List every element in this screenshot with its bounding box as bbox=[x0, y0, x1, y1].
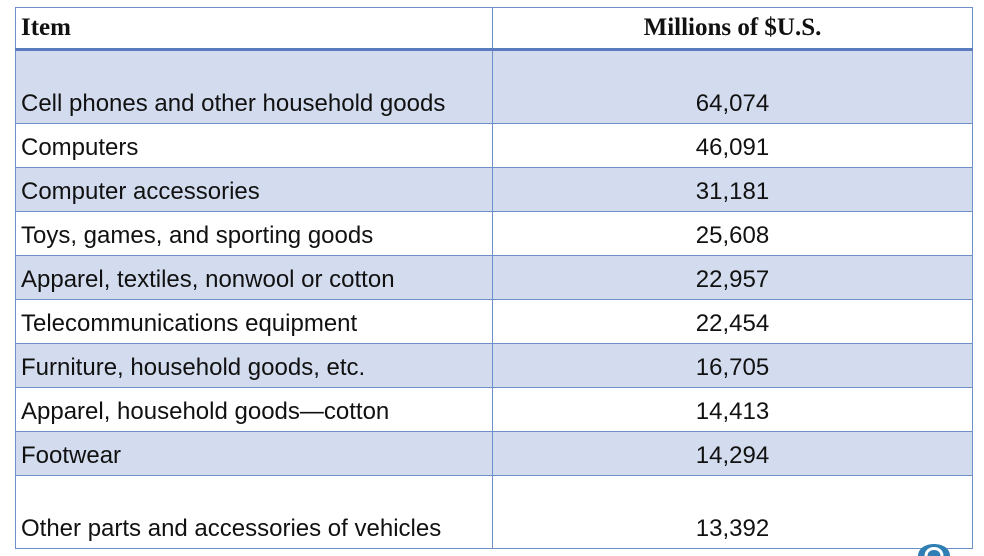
table-row: Furniture, household goods, etc. 16,705 bbox=[15, 343, 973, 388]
value-cell: 31,181 bbox=[492, 167, 973, 212]
teal-partial-logo-icon bbox=[918, 544, 950, 556]
item-cell: Computers bbox=[15, 123, 493, 168]
table-row: Other parts and accessories of vehicles … bbox=[15, 475, 973, 549]
column-header-value: Millions of $U.S. bbox=[492, 7, 973, 51]
item-cell: Computer accessories bbox=[15, 167, 493, 212]
imports-table: Item Millions of $U.S. Cell phones and o… bbox=[15, 7, 973, 549]
item-cell: Cell phones and other household goods bbox=[15, 49, 493, 124]
table-row: Apparel, household goods—cotton 14,413 bbox=[15, 387, 973, 432]
item-cell: Apparel, household goods—cotton bbox=[15, 387, 493, 432]
value-cell: 13,392 bbox=[492, 475, 973, 549]
item-cell: Other parts and accessories of vehicles bbox=[15, 475, 493, 549]
value-cell: 14,413 bbox=[492, 387, 973, 432]
item-cell: Telecommunications equipment bbox=[15, 299, 493, 344]
item-cell: Apparel, textiles, nonwool or cotton bbox=[15, 255, 493, 300]
value-cell: 64,074 bbox=[492, 49, 973, 124]
table-row: Computers 46,091 bbox=[15, 123, 973, 168]
value-cell: 22,454 bbox=[492, 299, 973, 344]
item-cell: Footwear bbox=[15, 431, 493, 476]
value-cell: 14,294 bbox=[492, 431, 973, 476]
table-row: Computer accessories 31,181 bbox=[15, 167, 973, 212]
item-cell: Toys, games, and sporting goods bbox=[15, 211, 493, 256]
value-cell: 22,957 bbox=[492, 255, 973, 300]
table-row: Footwear 14,294 bbox=[15, 431, 973, 476]
item-cell: Furniture, household goods, etc. bbox=[15, 343, 493, 388]
value-cell: 46,091 bbox=[492, 123, 973, 168]
value-cell: 25,608 bbox=[492, 211, 973, 256]
table-row: Apparel, textiles, nonwool or cotton 22,… bbox=[15, 255, 973, 300]
header-row: Item Millions of $U.S. bbox=[15, 7, 973, 51]
value-cell: 16,705 bbox=[492, 343, 973, 388]
table-row: Cell phones and other household goods 64… bbox=[15, 49, 973, 124]
table-row: Toys, games, and sporting goods 25,608 bbox=[15, 211, 973, 256]
table-row: Telecommunications equipment 22,454 bbox=[15, 299, 973, 344]
column-header-item: Item bbox=[15, 7, 493, 51]
